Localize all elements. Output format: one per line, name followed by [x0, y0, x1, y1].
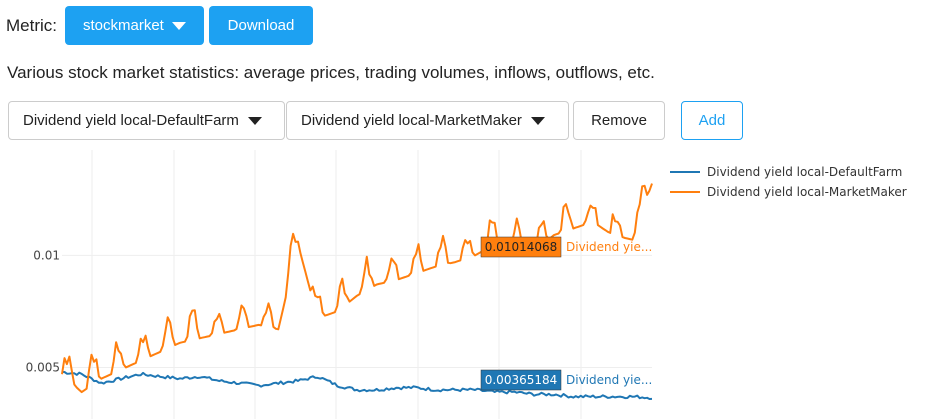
- y-tick-label: 0.005: [26, 360, 60, 374]
- remove-button[interactable]: Remove: [573, 101, 665, 140]
- series-dropdown-defaultfarm[interactable]: Dividend yield local-DefaultFarm: [8, 101, 285, 140]
- legend-item[interactable]: Dividend yield local-MarketMaker: [670, 182, 907, 202]
- add-button[interactable]: Add: [681, 101, 743, 140]
- caret-down-icon: [247, 116, 262, 125]
- hover-value-label: 0.01014068: [485, 240, 558, 254]
- legend-label: Dividend yield local-DefaultFarm: [707, 165, 903, 179]
- series-line: [61, 183, 653, 394]
- legend-item[interactable]: Dividend yield local-DefaultFarm: [670, 162, 907, 182]
- hover-value-box: [480, 369, 562, 391]
- chart-legend: Dividend yield local-DefaultFarm Dividend…: [670, 162, 907, 202]
- series-dropdown-label: Dividend yield local-DefaultFarm: [23, 112, 239, 129]
- series-dropdown-marketmaker[interactable]: Dividend yield local-MarketMaker: [286, 101, 569, 140]
- metric-dropdown-value: stockmarket: [83, 17, 164, 34]
- hover-series-name: Dividend yie...: [566, 373, 652, 387]
- caret-down-icon: [171, 21, 186, 30]
- caret-down-icon: [530, 116, 545, 125]
- line-chart[interactable]: 0.005 0.01 0.00365184 Dividend yie... 0.0101…: [0, 150, 928, 419]
- hover-series-name: Dividend yie...: [566, 240, 652, 254]
- metric-toolbar: Metric: stockmarket Download: [6, 6, 313, 45]
- download-button[interactable]: Download: [209, 6, 313, 45]
- hover-value-box: [480, 236, 562, 258]
- hover-value-label: 0.00365184: [485, 373, 558, 387]
- y-tick-label: 0.01: [33, 248, 60, 262]
- metric-dropdown[interactable]: stockmarket: [65, 6, 204, 45]
- legend-label: Dividend yield local-MarketMaker: [707, 185, 907, 199]
- metric-description: Various stock market statistics: average…: [7, 63, 655, 82]
- metric-label: Metric:: [6, 15, 57, 35]
- legend-swatch: [670, 171, 700, 173]
- series-dropdown-label: Dividend yield local-MarketMaker: [301, 112, 522, 129]
- legend-swatch: [670, 191, 700, 193]
- series-line: [62, 371, 653, 400]
